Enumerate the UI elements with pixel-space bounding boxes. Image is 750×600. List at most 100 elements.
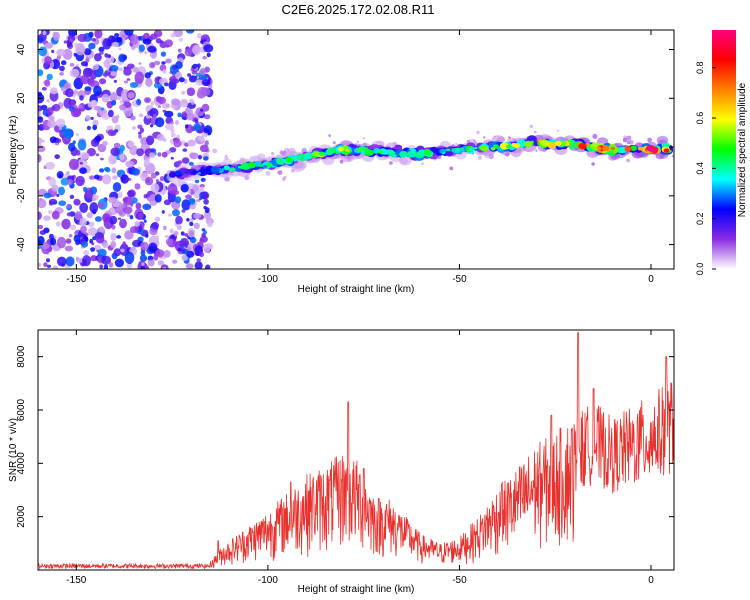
noise-blob: [189, 204, 196, 210]
noise-blob: [185, 263, 194, 269]
noise-blob: [55, 221, 61, 227]
noise-blob: [61, 60, 67, 66]
noise-blob: [111, 41, 119, 48]
noise-blob: [194, 119, 199, 124]
noise-blob: [70, 108, 81, 118]
noise-blob: [38, 262, 42, 268]
noise-blob: [203, 205, 207, 210]
noise-blob: [145, 77, 153, 87]
noise-blob: [69, 68, 80, 78]
noise-blob: [58, 186, 65, 196]
y-tick-label: -20: [16, 188, 27, 203]
ridge-blob: [168, 172, 176, 178]
ridge-blob: [276, 157, 286, 165]
noise-blob: [129, 215, 134, 220]
x-tick-label: -150: [66, 575, 86, 586]
noise-blob: [150, 172, 157, 179]
ridge-blob: [455, 147, 461, 152]
ridge-blob: [459, 148, 465, 153]
x-tick-label: 0: [648, 274, 654, 285]
noise-blob: [150, 101, 154, 106]
ridge-blob: [229, 167, 236, 173]
noise-blob: [38, 235, 45, 245]
ridge-blob: [249, 156, 258, 163]
noise-blob: [86, 125, 91, 131]
faint-blob: [356, 140, 359, 143]
noise-blob: [51, 49, 55, 54]
noise-blob: [85, 57, 90, 63]
noise-blob: [177, 223, 182, 228]
noise-blob: [79, 162, 84, 165]
noise-blob: [184, 48, 193, 57]
noise-blob: [95, 153, 100, 157]
noise-blob: [159, 176, 165, 182]
faint-blob: [283, 175, 287, 180]
noise-blob: [186, 112, 195, 121]
noise-blob: [101, 113, 111, 120]
noise-blob: [68, 234, 73, 238]
noise-blob: [101, 174, 112, 185]
noise-blob: [114, 33, 120, 38]
noise-blob: [181, 199, 191, 211]
snr-x-label: Height of straight line (km): [298, 584, 415, 595]
ridge-blob: [221, 168, 225, 171]
noise-blob: [91, 38, 97, 42]
noise-blob: [130, 226, 139, 234]
ridge-blob: [184, 172, 188, 175]
noise-blob: [181, 254, 189, 261]
noise-blob: [46, 73, 53, 81]
noise-blob: [102, 38, 112, 50]
noise-blob: [180, 183, 189, 193]
noise-blob: [132, 126, 136, 130]
noise-blob: [109, 208, 116, 213]
noise-blob: [99, 226, 105, 233]
noise-blob: [73, 198, 81, 206]
noise-blob: [100, 107, 105, 111]
noise-blob: [188, 230, 195, 237]
noise-blob: [122, 197, 128, 203]
y-tick-label: 6000: [16, 398, 27, 421]
noise-blob: [132, 66, 139, 73]
noise-blob: [189, 237, 197, 244]
noise-blob: [126, 78, 131, 81]
noise-blob: [91, 242, 95, 246]
noise-blob: [63, 128, 73, 139]
noise-blob: [187, 139, 197, 147]
noise-blob: [142, 203, 152, 210]
spectrogram-marks: [38, 30, 674, 269]
noise-blob: [149, 61, 156, 69]
noise-blob: [197, 63, 201, 68]
noise-blob: [116, 96, 122, 100]
noise-blob: [102, 213, 111, 223]
ridge-blob: [303, 152, 313, 160]
noise-blob: [46, 107, 54, 116]
noise-blob: [193, 222, 200, 230]
noise-blob: [134, 71, 145, 84]
noise-blob: [43, 262, 48, 268]
noise-blob: [90, 116, 94, 120]
noise-blob: [161, 102, 171, 109]
noise-blob: [199, 251, 205, 258]
noise-blob: [95, 233, 105, 244]
colorbar: 0.0 0.2 0.4 0.6 0.8 Normalized spectral ampl…: [695, 30, 748, 275]
y-tick-label: 0: [16, 144, 27, 150]
noise-blob: [60, 177, 70, 186]
noise-blob: [196, 72, 201, 77]
noise-blob: [39, 197, 43, 201]
ridge-blob: [506, 144, 511, 149]
noise-blob: [46, 264, 52, 268]
noise-blob: [43, 215, 51, 221]
faint-blob: [534, 130, 537, 134]
noise-blob: [123, 80, 129, 84]
noise-blob: [158, 96, 166, 105]
ridge-blob: [285, 156, 292, 162]
ridge-blob: [442, 152, 446, 155]
y-tick-label: 8000: [16, 345, 27, 368]
noise-blob: [187, 73, 192, 77]
noise-blob: [46, 99, 50, 103]
snr-series-line: [38, 332, 674, 570]
noise-blob: [144, 176, 154, 186]
ridge-blob: [197, 168, 208, 177]
noise-blob: [167, 183, 178, 195]
noise-blob: [194, 261, 203, 269]
